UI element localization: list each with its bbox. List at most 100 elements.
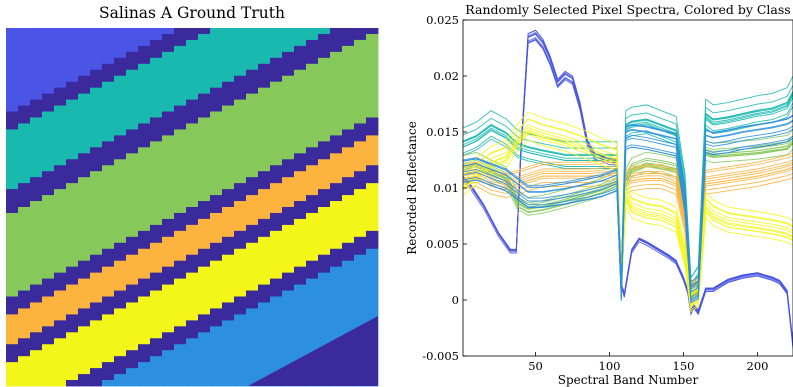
- map-cell-class4: [12, 314, 19, 345]
- map-cell-class3: [138, 147, 145, 232]
- map-cell-class5: [372, 183, 379, 232]
- map-cell-class5: [30, 350, 37, 387]
- y-axis-ticks: -0.005 0 0.005 0.01 0.015 0.02 0.025: [422, 13, 467, 363]
- map-cell-class6: [282, 290, 289, 387]
- map-cell-border: [210, 308, 217, 327]
- map-cell-border: [276, 212, 283, 232]
- map-cell-class6: [138, 362, 145, 387]
- map-cell-border: [180, 326, 187, 345]
- spectrum-line: [463, 85, 793, 280]
- map-cell-border: [318, 141, 325, 160]
- map-cell-class4: [342, 147, 349, 178]
- map-cell-class3: [234, 99, 241, 184]
- spectrum-line: [463, 166, 793, 297]
- map-cell-class3: [60, 189, 67, 274]
- map-cell-border: [348, 177, 355, 196]
- map-cell-border: [264, 63, 271, 89]
- map-cell-border: [306, 195, 313, 214]
- map-cell-border: [108, 362, 115, 381]
- map-cell-border: [312, 39, 319, 65]
- map-cell-class5: [18, 356, 25, 387]
- map-cell-class1: [162, 28, 169, 35]
- map-cell-border: [216, 308, 223, 327]
- map-cell-border: [240, 296, 247, 315]
- map-cell-border: [78, 260, 85, 279]
- map-cell-border: [60, 320, 67, 339]
- map-cell-class4: [306, 165, 313, 196]
- spectrum-line: [463, 168, 793, 301]
- map-cell-border: [102, 63, 109, 83]
- map-cell-border: [72, 314, 79, 333]
- map-cell-class4: [318, 159, 325, 190]
- map-cell-class5: [204, 266, 211, 315]
- map-cell-border: [300, 201, 307, 220]
- map-cell-border: [360, 236, 367, 256]
- map-cell-class5: [120, 308, 127, 357]
- map-cell-border: [324, 254, 331, 274]
- map-cell-class4: [96, 272, 103, 303]
- map-cell-class2: [240, 28, 247, 77]
- map-cell-class3: [180, 129, 187, 214]
- map-cell-border: [138, 230, 145, 250]
- map-cell-border: [180, 105, 187, 130]
- map-cell-border: [318, 33, 325, 59]
- map-cell-border: [222, 302, 229, 321]
- map-cell-border: [90, 254, 97, 274]
- map-cell-class4: [186, 224, 193, 256]
- map-cell-class4: [282, 177, 289, 208]
- map-cell-border: [366, 230, 373, 250]
- map-cell-border: [204, 201, 211, 220]
- map-cell-border: [96, 368, 103, 387]
- map-cell-class5: [276, 230, 283, 279]
- map-cell-class3: [114, 159, 121, 244]
- map-cell-class5: [360, 189, 367, 238]
- map-cell-class6: [324, 272, 331, 387]
- map-cell-border: [186, 207, 193, 226]
- map-cell-class2: [162, 51, 169, 112]
- map-cell-class3: [210, 111, 217, 196]
- map-cell-border: [348, 129, 355, 148]
- map-cell-border: [234, 230, 241, 250]
- map-cell-class4: [336, 153, 343, 184]
- map-cell-class3: [354, 39, 361, 124]
- spectrum-line: [463, 126, 793, 307]
- spectrum-line: [463, 152, 793, 287]
- map-cell-border: [84, 153, 91, 178]
- map-cell-border: [162, 218, 169, 238]
- map-cell-border: [60, 272, 67, 291]
- map-cell-class2: [210, 28, 217, 89]
- map-cell-class5: [36, 350, 43, 387]
- map-cell-class6: [174, 344, 181, 387]
- map-cell-class3: [294, 69, 301, 154]
- map-cell-border: [30, 284, 37, 303]
- map-cell-class2: [222, 28, 229, 83]
- map-cell-class6: [102, 380, 109, 387]
- map-cell-class2: [114, 75, 121, 136]
- map-cell-border: [132, 51, 139, 71]
- map-cell-border: [24, 290, 31, 309]
- map-cell-border: [72, 159, 79, 184]
- map-cell-border: [114, 57, 121, 77]
- map-cell-class6: [330, 266, 337, 387]
- map-cell-border: [360, 171, 367, 190]
- map-cell-border: [198, 28, 205, 35]
- map-cell-class4: [246, 195, 253, 226]
- map-cell-border: [12, 111, 19, 130]
- map-cell-class5: [6, 362, 13, 387]
- map-cell-border: [6, 344, 13, 363]
- map-cell-class2: [30, 117, 37, 178]
- map-cell-class1: [42, 28, 49, 95]
- map-cell-class3: [108, 165, 115, 250]
- map-cell-border: [282, 272, 289, 291]
- map-cell-class1: [78, 28, 85, 77]
- map-cell-class2: [174, 45, 181, 106]
- map-cell-class6: [132, 368, 139, 387]
- map-cell-class2: [192, 39, 199, 100]
- map-cell-class3: [348, 45, 355, 130]
- map-cell-border: [138, 45, 145, 65]
- map-cell-class3: [300, 69, 307, 154]
- map-cell-class2: [150, 57, 157, 118]
- map-cell-class2: [138, 63, 145, 124]
- map-cell-class6: [300, 284, 307, 387]
- map-cell-class3: [240, 99, 247, 184]
